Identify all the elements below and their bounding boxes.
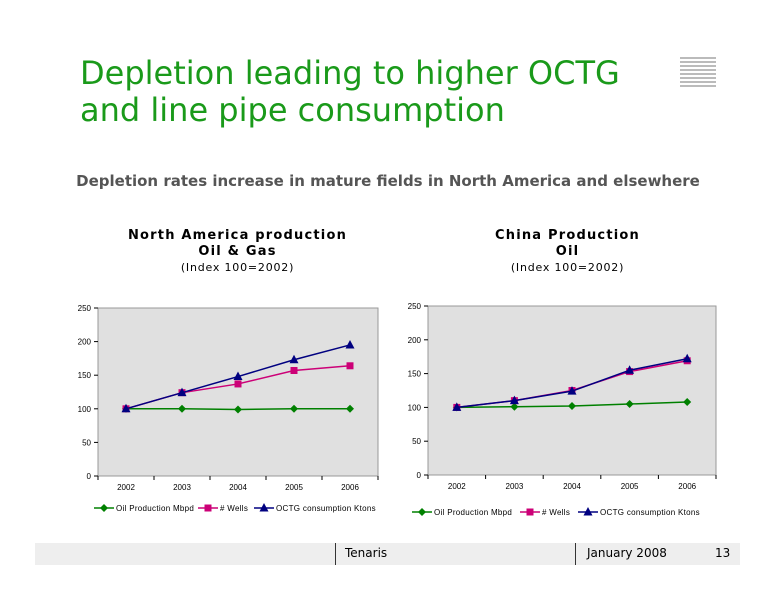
y-tick-label: 250 [408, 302, 422, 311]
legend-marker [100, 504, 108, 512]
data-point [509, 395, 519, 405]
data-point [290, 404, 298, 413]
data-point [289, 354, 299, 364]
data-point [290, 366, 298, 374]
footer-divider [575, 543, 576, 565]
chart-1-title-line-1: North America production [127, 228, 348, 243]
data-point [567, 386, 577, 395]
data-point [625, 400, 634, 409]
chart-1-index-note: (Index 100=2002) [180, 261, 295, 274]
legend-marker [526, 508, 534, 516]
x-tick-label: 2002 [448, 482, 466, 491]
legend-marker [204, 504, 212, 512]
y-tick-label: 0 [87, 472, 92, 481]
data-point [345, 339, 355, 349]
legend-marker [418, 508, 426, 516]
legend-label: # Wells [220, 504, 248, 513]
data-point [625, 365, 635, 374]
data-point [452, 402, 462, 411]
chart-2-index-note: (Index 100=2002) [510, 261, 625, 274]
footer-divider [335, 543, 336, 565]
data-point [234, 405, 242, 414]
x-tick-label: 2003 [173, 483, 191, 492]
y-tick-label: 50 [82, 438, 91, 447]
y-tick-label: 150 [408, 370, 422, 379]
footer-company: Tenaris [345, 546, 388, 560]
data-point [346, 404, 354, 413]
legend-marker [259, 503, 269, 512]
slide-title-line-1: Depletion leading to higher OCTG [80, 54, 620, 92]
legend-label: OCTG consumption Ktons [600, 508, 700, 517]
chart-2-title-line-1: China Production [495, 228, 640, 243]
legend-label: Oil Production Mbpd [116, 504, 194, 513]
logo-stripes-icon [680, 57, 716, 87]
slide-title-line-2: and line pipe consumption [80, 91, 505, 129]
chart-north-america: 0 50 100 150 200 250 2002 2003 2004 2005 2006 Oil P… [78, 304, 379, 513]
data-point [121, 403, 131, 413]
data-point [682, 353, 692, 363]
chart-1-title-line-2: Oil & Gas [198, 244, 277, 259]
y-tick-label: 100 [408, 403, 422, 412]
plot-area [97, 307, 379, 477]
legend-label: Oil Production Mbpd [434, 508, 512, 517]
x-tick-label: 2004 [229, 483, 247, 492]
footer-date: January 2008 [587, 546, 667, 560]
data-point [178, 404, 186, 413]
y-tick-label: 50 [412, 437, 421, 446]
legend-label: OCTG consumption Ktons [276, 504, 376, 513]
chart-china: 0 50 100 150 200 250 2002 2003 2004 2005 2006 Oil P… [408, 302, 717, 517]
y-tick-label: 150 [78, 371, 92, 380]
chart-1-title: North America production Oil & Gas (Inde… [100, 228, 375, 276]
chart-2-title: China Production Oil (Index 100=2002) [430, 228, 705, 276]
data-point [510, 402, 519, 411]
data-point [568, 402, 576, 411]
data-point [346, 362, 354, 370]
x-tick-label: 2006 [678, 482, 696, 491]
footer-bar: Tenaris January 2008 13 [35, 543, 740, 565]
slide-title: Depletion leading to higher OCTG and lin… [80, 55, 670, 129]
x-tick-label: 2004 [563, 482, 581, 491]
footer-page: 13 [715, 546, 731, 560]
chart-2-title-line-2: Oil [555, 244, 580, 259]
data-point [233, 371, 243, 381]
y-tick-label: 200 [78, 338, 92, 347]
y-tick-label: 200 [408, 336, 422, 345]
x-tick-label: 2005 [285, 483, 303, 492]
y-tick-label: 0 [417, 471, 422, 480]
y-tick-label: 250 [78, 304, 92, 313]
x-tick-label: 2005 [621, 482, 639, 491]
data-point [234, 380, 242, 388]
x-tick-label: 2003 [506, 482, 524, 491]
x-tick-label: 2002 [117, 483, 135, 492]
legend-label: # Wells [542, 508, 570, 517]
data-point [177, 387, 187, 397]
data-point [683, 397, 692, 406]
y-tick-label: 100 [78, 405, 92, 414]
legend-marker [583, 507, 593, 516]
slide-subtitle: Depletion rates increase in mature field… [76, 172, 700, 190]
x-tick-label: 2006 [341, 483, 359, 492]
